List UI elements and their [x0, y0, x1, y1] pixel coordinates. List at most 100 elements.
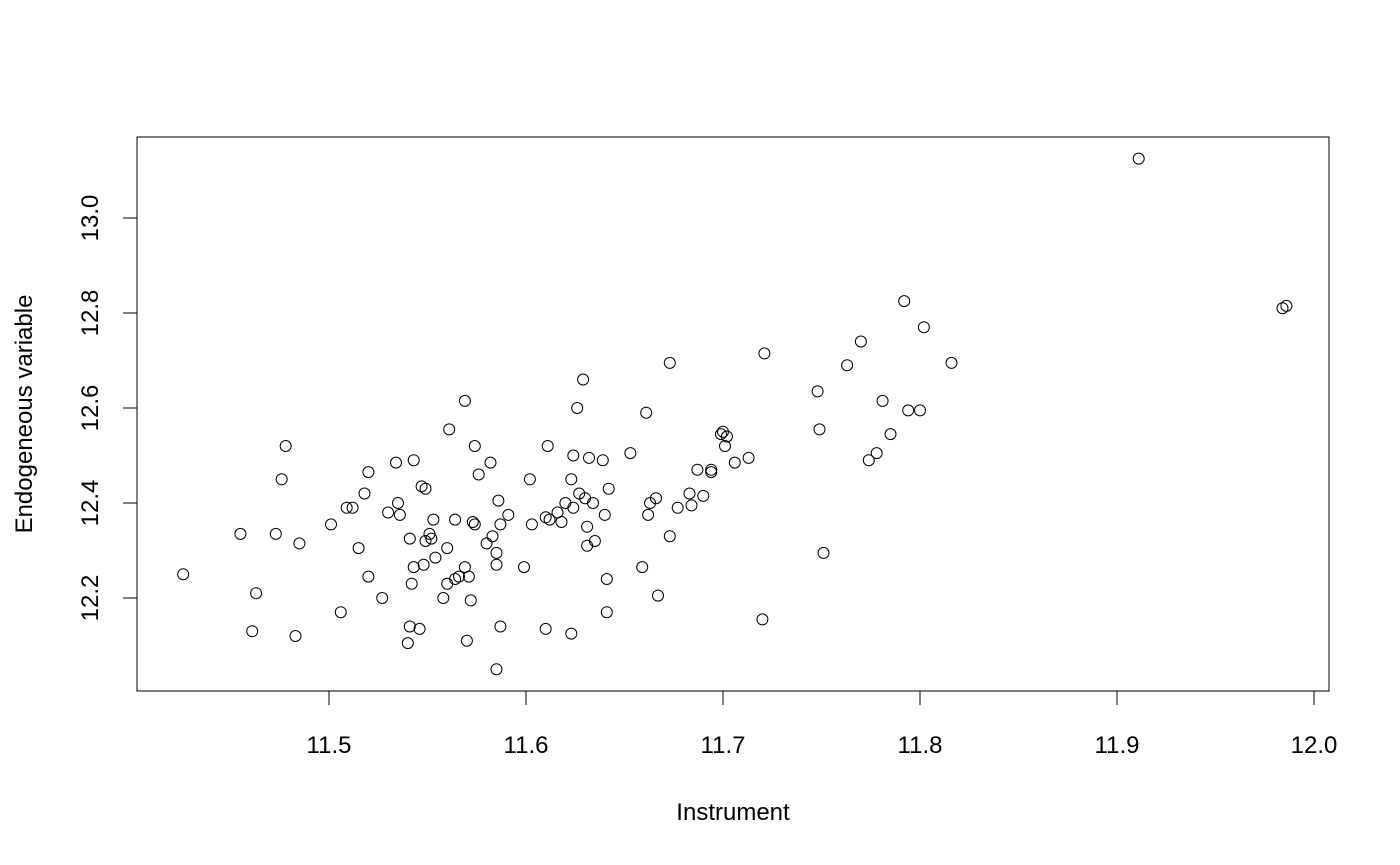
data-point-37 — [437, 592, 450, 604]
data-point-42 — [449, 573, 462, 585]
data-point-29 — [415, 480, 428, 493]
data-point-6 — [279, 440, 292, 452]
data-point-48 — [464, 594, 477, 607]
data-point-115 — [811, 385, 824, 398]
data-point-90 — [602, 482, 615, 495]
data-point-22 — [401, 637, 414, 650]
data-point-79 — [577, 373, 590, 386]
data-point-102 — [685, 499, 698, 512]
data-point-54 — [484, 456, 497, 469]
data-point-46 — [460, 634, 473, 647]
data-point-67 — [539, 511, 552, 524]
data-point-119 — [854, 335, 867, 348]
data-point-69 — [543, 513, 556, 526]
data-point-7 — [289, 630, 302, 642]
data-point-15 — [362, 466, 375, 479]
y-tick-label-4: 13.0 — [77, 195, 104, 242]
data-point-121 — [870, 447, 883, 460]
data-point-49 — [466, 516, 479, 528]
data-point-5 — [275, 473, 288, 486]
data-point-16 — [362, 570, 375, 583]
data-point-62 — [502, 508, 515, 521]
data-point-93 — [640, 406, 653, 419]
data-point-87 — [598, 508, 611, 521]
data-point-35 — [427, 513, 440, 526]
data-point-100 — [671, 501, 684, 514]
data-point-61 — [494, 620, 507, 633]
data-point-4 — [269, 527, 282, 540]
data-point-82 — [581, 539, 594, 552]
data-point-17 — [376, 592, 389, 604]
data-point-113 — [756, 613, 769, 626]
data-point-81 — [581, 520, 594, 533]
x-tick-label-0: 11.5 — [307, 732, 352, 759]
x-axis-title: Instrument — [676, 799, 790, 826]
data-point-40 — [443, 423, 456, 436]
data-point-53 — [480, 537, 493, 550]
data-point-101 — [683, 487, 696, 500]
data-point-10 — [334, 606, 347, 619]
x-tick-label-5: 12.0 — [1291, 732, 1338, 759]
data-point-76 — [567, 449, 580, 462]
data-point-41 — [449, 513, 462, 526]
data-point-25 — [405, 577, 418, 590]
data-point-109 — [719, 440, 731, 452]
data-point-31 — [419, 482, 432, 495]
data-point-73 — [565, 627, 578, 640]
data-point-129 — [1132, 152, 1145, 165]
data-point-128 — [945, 356, 958, 369]
data-point-55 — [486, 530, 499, 543]
data-point-19 — [390, 456, 402, 469]
data-point-13 — [352, 542, 365, 555]
data-point-85 — [588, 535, 601, 547]
data-point-88 — [600, 606, 613, 619]
data-point-103 — [691, 463, 704, 476]
data-point-91 — [624, 447, 637, 460]
data-point-123 — [884, 428, 897, 441]
data-point-0 — [177, 568, 190, 581]
data-point-59 — [492, 494, 505, 507]
data-point-122 — [876, 394, 889, 407]
data-point-58 — [490, 663, 503, 676]
data-point-130 — [1276, 302, 1289, 315]
data-point-60 — [494, 518, 507, 531]
data-point-30 — [417, 558, 430, 571]
data-point-28 — [413, 622, 426, 635]
data-point-116 — [813, 423, 826, 436]
x-tick-label-2: 11.7 — [701, 732, 746, 759]
data-point-51 — [468, 518, 481, 531]
data-point-117 — [817, 546, 830, 559]
data-point-68 — [541, 440, 554, 452]
data-point-71 — [555, 516, 568, 528]
data-point-11 — [340, 501, 353, 514]
data-point-21 — [393, 508, 406, 521]
data-point-108 — [717, 425, 729, 438]
data-point-57 — [490, 558, 503, 571]
data-point-63 — [518, 561, 530, 574]
data-point-43 — [453, 570, 465, 583]
y-axis-title: Endogeneous variable — [11, 295, 38, 534]
data-point-47 — [462, 570, 475, 583]
data-point-26 — [407, 561, 420, 574]
data-point-86 — [596, 454, 609, 467]
data-point-38 — [441, 542, 454, 555]
data-point-12 — [346, 501, 359, 514]
x-tick-label-3: 11.8 — [898, 732, 943, 759]
data-point-64 — [523, 473, 536, 486]
y-tick-label-1: 12.4 — [77, 480, 104, 527]
data-point-92 — [636, 561, 649, 574]
data-point-1 — [234, 527, 247, 540]
data-point-120 — [862, 454, 875, 467]
data-point-131 — [1280, 299, 1293, 312]
data-point-39 — [441, 577, 454, 590]
data-point-20 — [392, 497, 404, 509]
data-point-32 — [419, 535, 432, 547]
data-point-125 — [902, 404, 915, 417]
data-point-96 — [650, 492, 662, 505]
data-point-99 — [663, 530, 676, 543]
data-point-36 — [429, 551, 442, 564]
data-point-124 — [898, 295, 911, 308]
data-point-34 — [425, 532, 438, 545]
y-tick-label-2: 12.6 — [77, 385, 104, 432]
data-point-75 — [567, 501, 580, 514]
